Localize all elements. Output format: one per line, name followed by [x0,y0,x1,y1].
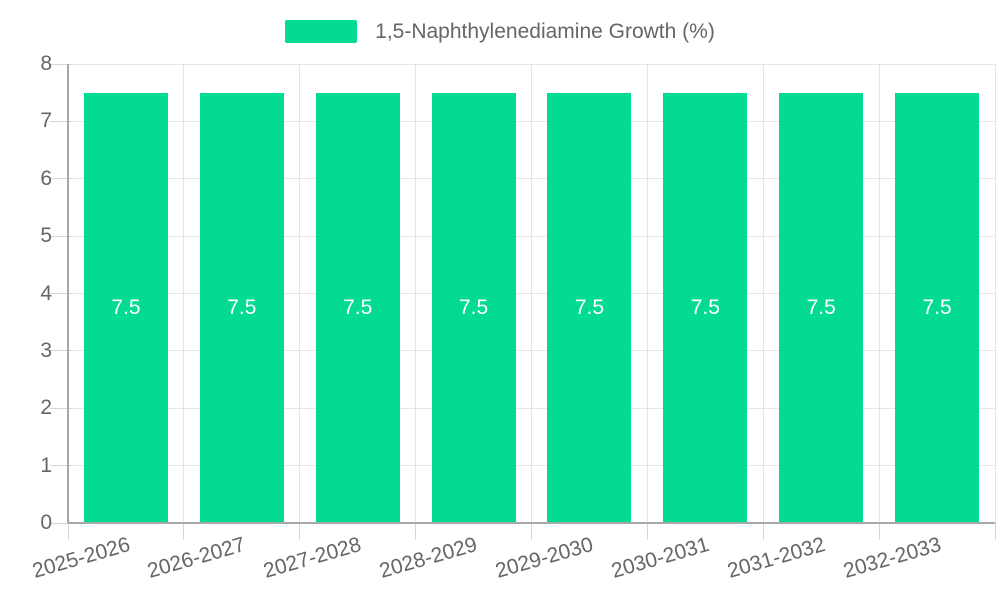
x-axis-tick [183,523,185,540]
vertical-gridline [878,64,880,523]
x-axis-tick [646,523,648,540]
vertical-gridline [183,64,185,523]
y-axis-tick [50,63,71,65]
bar[interactable]: 7.5 [83,92,168,523]
y-axis-label: 8 [40,52,52,75]
bar-value-label: 7.5 [806,295,836,319]
bar-value-label: 7.5 [227,295,257,319]
y-axis-label: 4 [40,281,52,305]
x-axis-tick [531,523,532,540]
x-axis-label: 2031-2032 [724,533,828,583]
x-axis-label: 2027-2028 [261,533,365,583]
x-axis-tick [994,523,996,540]
bar-value-label: 7.5 [458,295,489,319]
y-axis-tick [50,235,71,237]
legend-label: 1,5-Naphthylenediamine Growth (%) [375,20,715,43]
y-axis-label: 5 [40,224,52,248]
bar[interactable]: 7.5 [199,92,284,523]
vertical-gridline [299,64,301,523]
bar-value-label: 7.5 [574,295,605,319]
x-axis-label: 2029-2030 [492,533,596,583]
vertical-gridline [762,64,764,523]
legend[interactable]: 1,5-Naphthylenediamine Growth (%) [0,20,1000,43]
y-axis-tick [50,120,71,122]
bar[interactable]: 7.5 [547,92,632,523]
y-axis-tick [50,293,71,294]
bar[interactable]: 7.5 [315,92,400,523]
x-axis-label: 2028-2029 [377,533,480,583]
x-axis-label: 2026-2027 [145,533,249,583]
bar-value-label: 7.5 [690,295,720,319]
bar[interactable]: 7.5 [779,92,864,523]
vertical-gridline [415,64,417,523]
y-axis-line [67,64,69,523]
y-axis-label: 2 [40,396,52,420]
vertical-gridline [531,64,532,523]
x-axis-label: 2032-2033 [840,533,944,583]
x-axis-line [68,522,995,524]
y-axis-tick [50,407,71,409]
x-axis-tick [299,523,301,540]
y-axis-label: 6 [40,166,52,190]
x-axis-tick [415,523,417,540]
x-axis-tick [762,523,764,540]
bar-value-label: 7.5 [343,295,373,319]
x-axis-label: 2025-2026 [29,533,133,583]
y-axis-label: 3 [40,338,52,362]
y-axis-tick [50,350,71,352]
vertical-gridline [994,64,996,523]
bar[interactable]: 7.5 [663,92,748,523]
bar[interactable]: 7.5 [895,92,980,523]
bar[interactable]: 7.5 [431,92,516,523]
y-axis-label: 0 [40,511,52,534]
y-axis-label: 1 [40,453,52,477]
y-axis-tick [50,465,71,467]
bar-value-label: 7.5 [922,295,952,319]
vertical-gridline [646,64,648,523]
x-axis-label: 2030-2031 [608,533,712,583]
y-axis-label: 7 [40,109,52,133]
bar-value-label: 7.5 [111,295,141,319]
x-axis-tick [67,523,69,540]
y-axis-tick [50,522,71,524]
legend-swatch [285,20,358,43]
x-axis-tick [878,523,880,540]
y-axis-tick [50,178,71,180]
